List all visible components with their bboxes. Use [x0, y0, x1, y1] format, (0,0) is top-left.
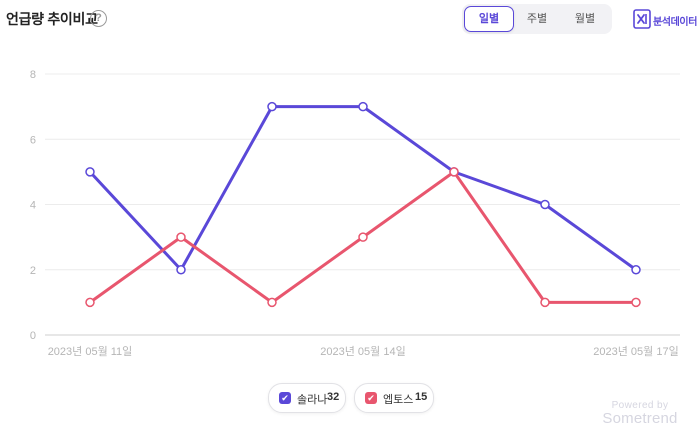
x-tick-label: 2023년 05월 17일	[593, 344, 678, 358]
powered-by-text: Powered by	[611, 400, 669, 411]
period-tabs: 일별 주별 월별	[462, 4, 612, 34]
data-point-series-2	[631, 297, 641, 308]
tab-monthly[interactable]: 월별	[574, 13, 596, 25]
y-tick-label: 8	[30, 69, 36, 81]
chart-header: 언급량 추이비교 ? 일별 주별 월별 분석데이터	[0, 0, 700, 40]
y-tick-label: 0	[30, 330, 36, 342]
powered-by-badge: Powered by Sometrend	[600, 400, 680, 427]
export-data-label: 분석데이터	[653, 17, 698, 28]
x-tick-label: 2023년 05월 11일	[48, 344, 133, 358]
data-point-series-1	[631, 265, 641, 275]
y-tick-label: 4	[30, 200, 36, 212]
tab-daily[interactable]: 일별	[464, 6, 514, 32]
legend-check-icon: ✔	[279, 392, 291, 404]
legend-series-count: 32	[327, 391, 340, 403]
chart-area: 0 2 4 6 8 2023년 05월 11일 2023년 05월 14일 2023년 05월…	[0, 40, 700, 370]
legend-series-name: 솔라나	[297, 394, 328, 406]
data-point-series-2	[358, 232, 368, 242]
help-icon[interactable]: ?	[90, 10, 107, 27]
data-point-series-1	[85, 167, 95, 177]
chart-title: 언급량 추이비교	[6, 11, 98, 27]
y-tick-label: 2	[30, 265, 36, 277]
y-tick-label: 6	[30, 134, 36, 146]
data-point-series-2	[449, 167, 459, 177]
data-point-series-1	[176, 265, 186, 275]
legend-check-icon: ✔	[365, 392, 377, 404]
data-point-series-2	[85, 297, 95, 308]
chart-legend: ✔ 솔라나 32 ✔ 엡토스 15	[0, 383, 700, 413]
data-point-series-1	[540, 199, 550, 210]
data-point-series-2	[267, 297, 277, 308]
data-point-series-2	[540, 297, 550, 308]
data-point-series-1	[358, 101, 368, 112]
legend-series-count: 15	[415, 391, 428, 403]
data-point-series-2	[176, 232, 186, 242]
data-point-series-1	[267, 101, 277, 112]
x-tick-label: 2023년 05월 14일	[320, 344, 405, 358]
legend-series-name: 엡토스	[383, 394, 414, 406]
excel-icon	[633, 9, 651, 29]
line-chart: 0 2 4 6 8 2023년 05월 11일 2023년 05월 14일 2023년 05월…	[30, 69, 680, 358]
tab-weekly[interactable]: 주별	[526, 13, 548, 25]
legend-item-series-2[interactable]: ✔ 엡토스 15	[354, 383, 434, 413]
legend-item-series-1[interactable]: ✔ 솔라나 32	[268, 383, 346, 413]
brand-logo-text: Sometrend	[602, 410, 678, 427]
